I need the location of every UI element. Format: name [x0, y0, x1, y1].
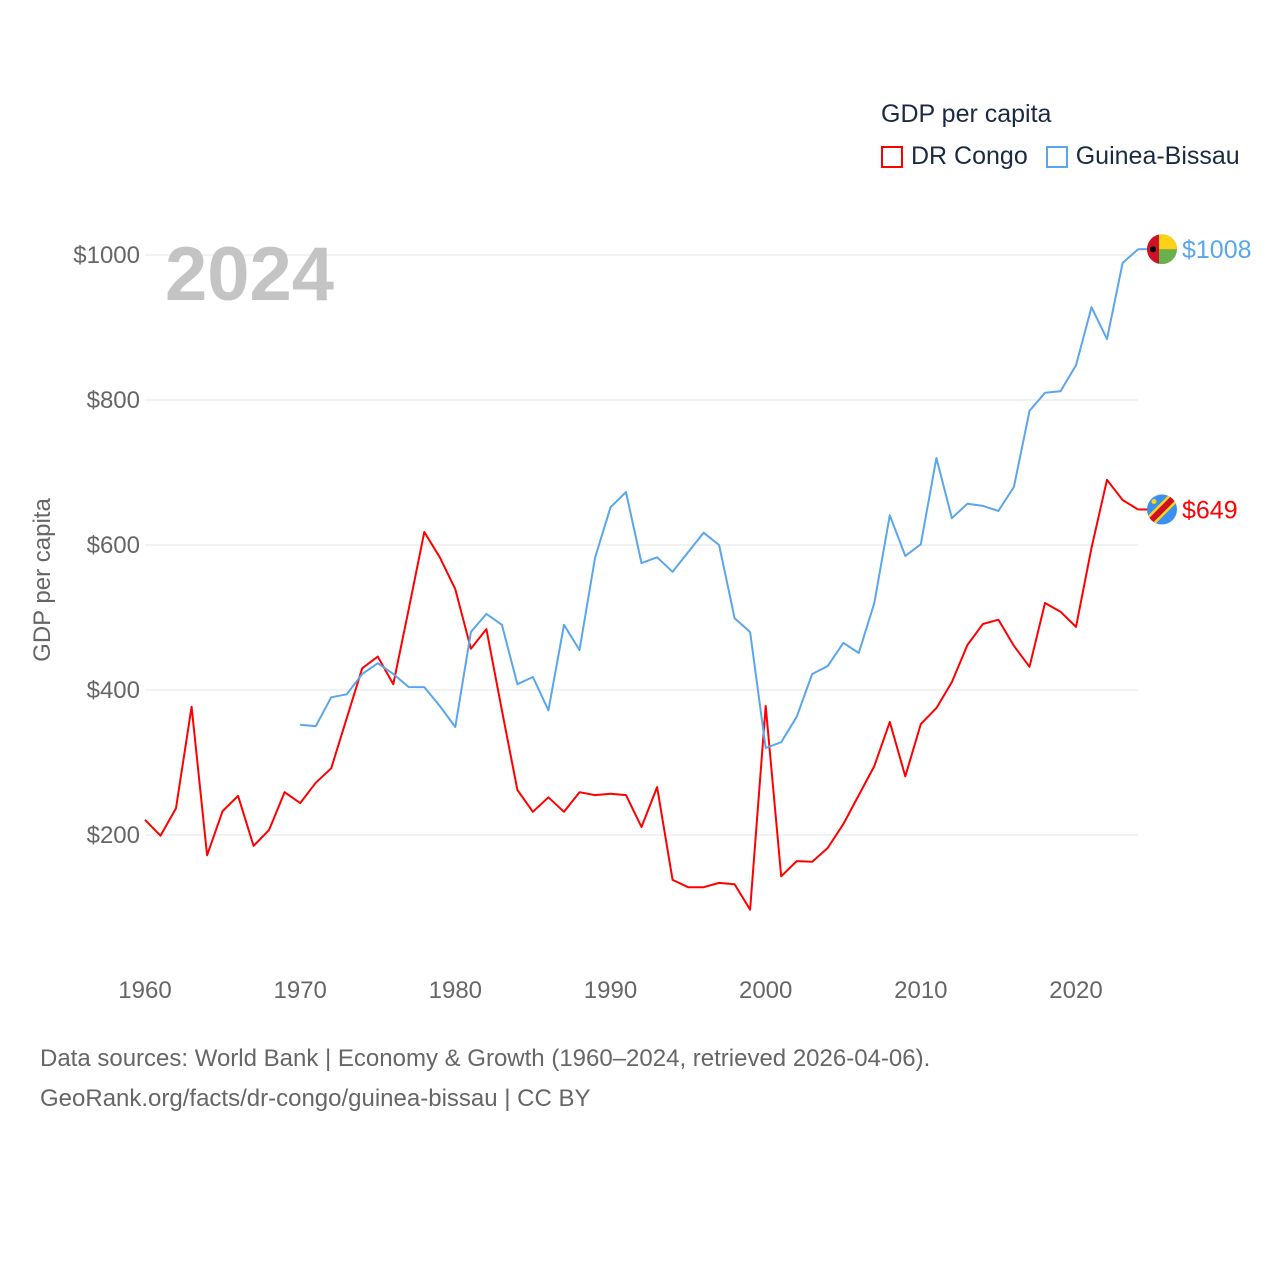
x-tick-label: 1980	[429, 977, 482, 1004]
legend-item-guinea-bissau[interactable]: Guinea-Bissau	[1045, 142, 1240, 171]
end-value-label: $649	[1182, 496, 1238, 524]
guinea-bissau-flag-icon	[1147, 234, 1177, 265]
line-chart: $200 $400 $600 $800 $1000 1960 1970 1980 1990 200…	[29, 232, 1252, 1004]
legend-item-dr-congo[interactable]: DR Congo	[881, 142, 1028, 171]
legend-swatch-guinea-bissau	[1045, 145, 1068, 168]
y-tick-label: $200	[87, 822, 140, 849]
x-tick-label: 1990	[584, 977, 637, 1004]
series-line-dr-congo	[144, 478, 1139, 911]
footer-link[interactable]: GeoRank.org/facts/dr-congo/guinea-bissau…	[40, 1085, 591, 1112]
dr-congo-flag-icon	[1147, 494, 1177, 525]
legend: DR Congo Guinea-Bissau	[881, 142, 1258, 171]
end-value-label: $1008	[1182, 236, 1252, 264]
legend-swatch-dr-congo	[881, 145, 903, 168]
footer-sources: Data sources: World Bank | Economy & Gro…	[40, 1045, 931, 1072]
x-tick-label: 2020	[1049, 977, 1102, 1004]
series-line-guinea-bissau	[300, 248, 1139, 749]
y-tick-label: $400	[87, 677, 140, 704]
legend-label: DR Congo	[911, 142, 1028, 170]
legend-title: GDP per capita	[881, 100, 1052, 128]
x-tick-label: 1960	[118, 977, 171, 1004]
y-tick-label: $800	[87, 387, 140, 414]
y-tick-label: $600	[87, 532, 140, 559]
x-tick-label: 1970	[273, 977, 326, 1004]
x-tick-label: 2010	[894, 977, 947, 1004]
x-tick-label: 2000	[739, 977, 792, 1004]
y-tick-label: $1000	[73, 242, 140, 269]
y-axis-label: GDP per capita	[29, 498, 56, 662]
year-watermark: 2024	[165, 232, 334, 317]
legend-label: Guinea-Bissau	[1075, 142, 1240, 170]
